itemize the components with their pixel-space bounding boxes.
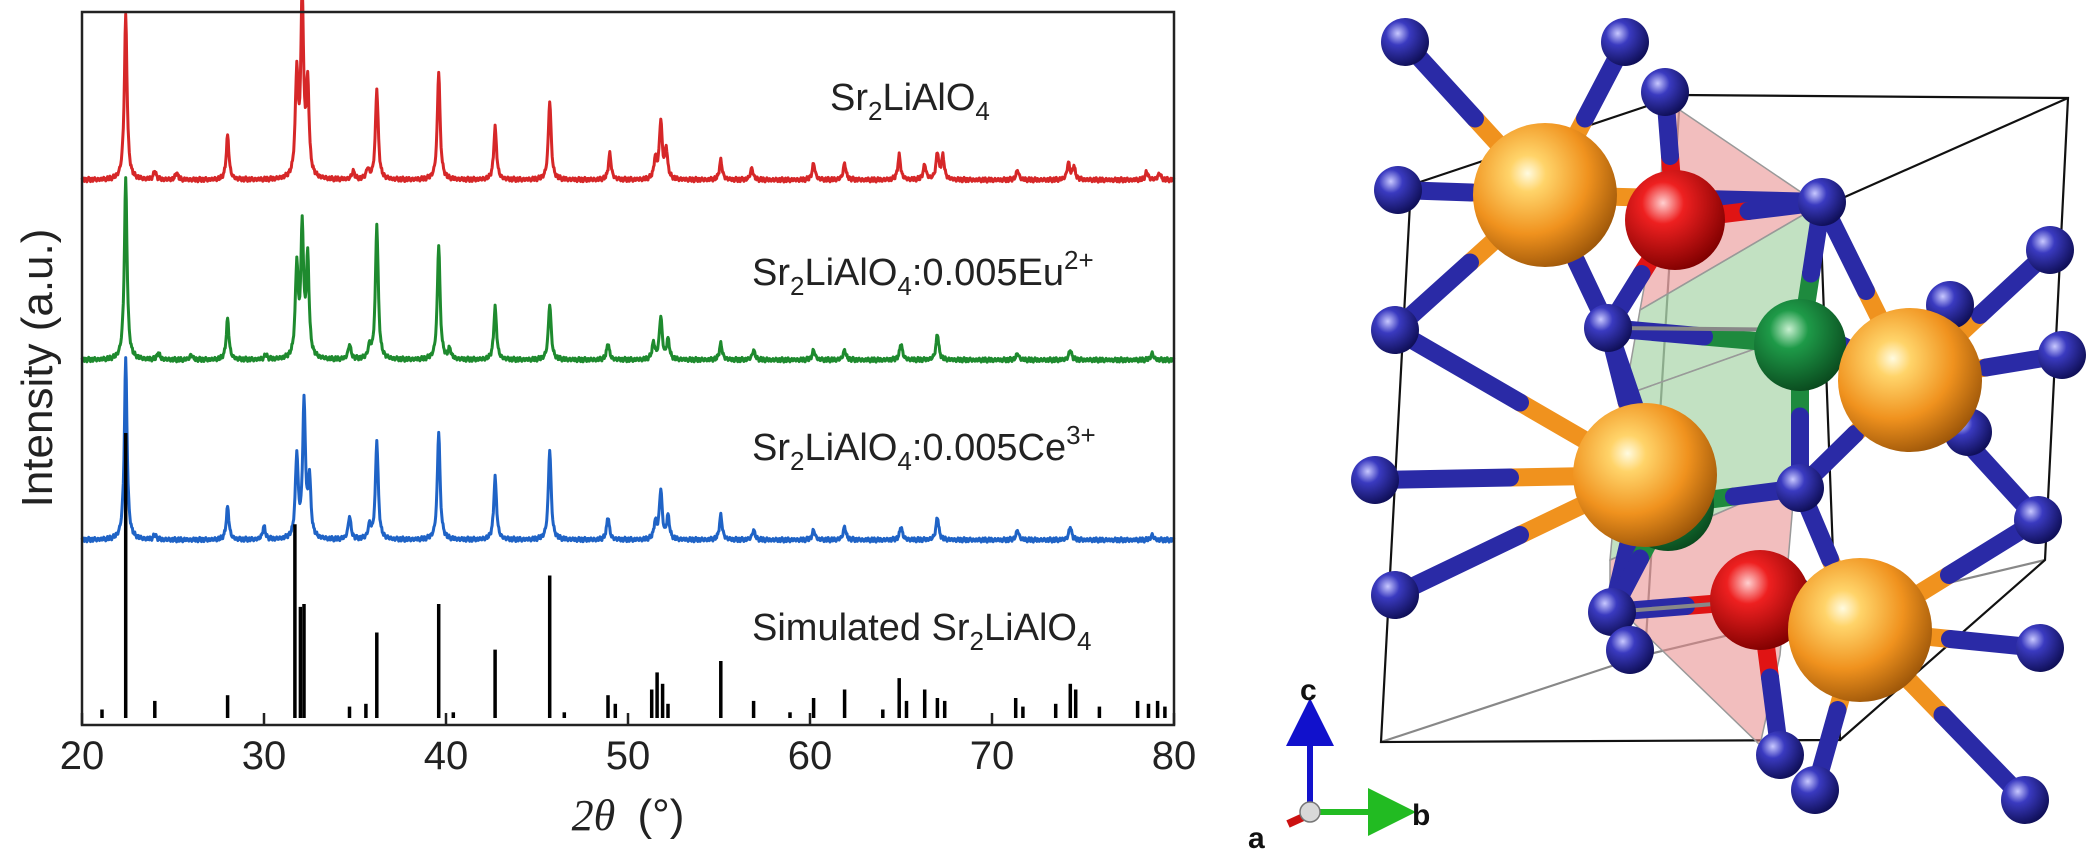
lithium-atom — [1710, 550, 1810, 650]
oxygen-atom — [1381, 18, 1429, 66]
x-tick-label: 80 — [1152, 734, 1197, 778]
cell-edge — [1679, 93, 2070, 741]
atoms — [1351, 18, 2086, 824]
x-axis-title: 2θ (°) — [572, 791, 685, 840]
plot-content — [80, 0, 1176, 718]
x-ticks: 20 30 40 50 60 70 80 — [60, 713, 1197, 778]
series-label-0: Sr2LiAlO4 — [830, 77, 990, 126]
series-labels: Sr2LiAlO4 Sr2LiAlO4:0.005Eu2+ Sr2LiAlO4:0.… — [752, 77, 1096, 656]
lithium-atom — [1625, 170, 1725, 270]
strontium-atom — [1838, 308, 1982, 452]
b-axis-label: b — [1412, 799, 1430, 832]
oxygen-atom — [1776, 464, 1824, 512]
oxygen-atom — [1756, 731, 1804, 779]
oxygen-atom — [2016, 624, 2064, 672]
series-label-1: Sr2LiAlO4:0.005Eu2+ — [752, 245, 1094, 301]
oxygen-atom — [1641, 68, 1689, 116]
y-axis-title: Intensity (a.u.) — [13, 229, 62, 508]
a-axis-label: a — [1248, 822, 1265, 850]
x-tick-label: 70 — [970, 734, 1015, 778]
cell-edge — [1380, 653, 1646, 744]
series-sticks-simulated — [100, 433, 1167, 718]
series-line-1 — [80, 176, 1176, 364]
oxygen-atom — [1606, 626, 1654, 674]
x-tick-label: 50 — [606, 734, 651, 778]
oxygen-atom — [2014, 496, 2062, 544]
axis-triad: c b a — [1248, 674, 1430, 850]
bond — [1386, 321, 1529, 412]
strontium-atom — [1473, 123, 1617, 267]
x-tick-label: 60 — [788, 734, 833, 778]
xrd-chart: 20 30 40 50 60 70 80 Sr2LiAlO4 Sr2LiAlO4:0.005E… — [13, 0, 1196, 840]
oxygen-atom — [2038, 331, 2086, 379]
series-label-3: Simulated Sr2LiAlO4 — [752, 607, 1091, 656]
oxygen-atom — [1601, 18, 1649, 66]
series-line-0 — [80, 0, 1176, 184]
oxygen-atom — [2026, 226, 2074, 274]
oxygen-atom — [2001, 776, 2049, 824]
oxygen-atom — [1371, 306, 1419, 354]
x-axis-unit: (°) — [637, 791, 684, 840]
oxygen-atom — [1351, 456, 1399, 504]
cell-edge — [1819, 96, 2069, 210]
oxygen-atom — [1588, 588, 1636, 636]
aluminum-atom — [1754, 299, 1846, 391]
strontium-atom — [1788, 558, 1932, 702]
oxygen-atom — [1371, 571, 1419, 619]
c-axis-label: c — [1300, 674, 1317, 707]
x-axis-symbol: 2θ — [572, 791, 616, 840]
strontium-atom — [1573, 403, 1717, 547]
x-tick-label: 20 — [60, 734, 105, 778]
oxygen-atom — [1791, 766, 1839, 814]
oxygen-atom — [1798, 178, 1846, 226]
x-tick-label: 30 — [242, 734, 287, 778]
oxygen-atom — [1584, 304, 1632, 352]
crystal-structure: c b a — [1248, 18, 2086, 850]
series-line-2 — [80, 356, 1176, 544]
series-label-2: Sr2LiAlO4:0.005Ce3+ — [752, 420, 1096, 476]
axis-origin — [1299, 801, 1321, 823]
x-tick-label: 40 — [424, 734, 469, 778]
oxygen-atom — [1374, 166, 1422, 214]
